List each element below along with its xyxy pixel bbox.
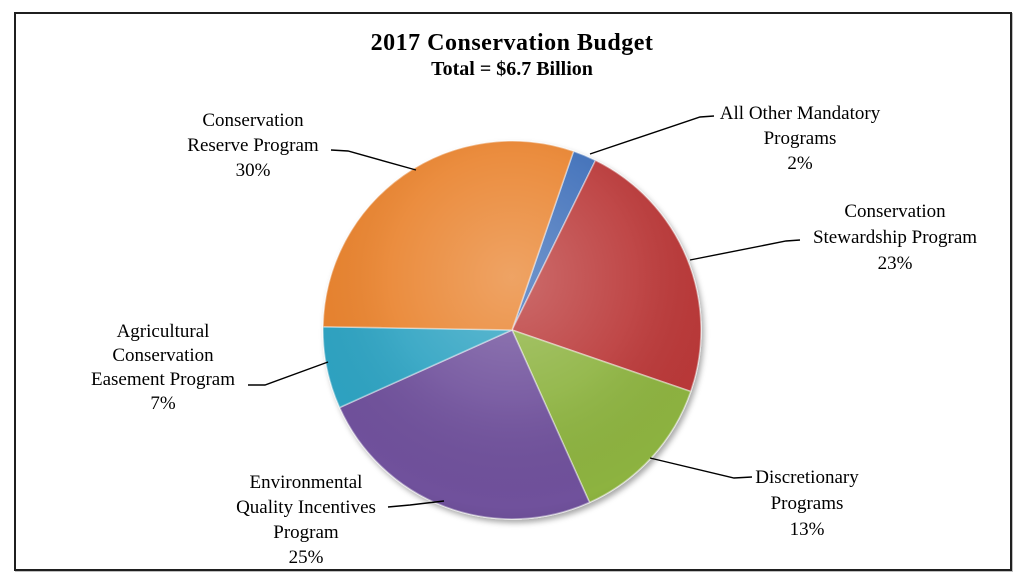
slice-label-line: Reserve Program	[187, 135, 319, 156]
leader-lines	[248, 115, 801, 508]
slice-label-line: Program	[273, 522, 339, 543]
leader-line-agricultural-conservation-easement-program	[248, 361, 329, 386]
slice-label-line: All Other Mandatory	[719, 103, 881, 124]
slice-label-line: Easement Program	[90, 369, 236, 390]
slice-label-line: Discretionary	[755, 467, 859, 488]
leader-line-discretionary-programs	[649, 457, 753, 479]
slice-label-conservation-reserve-program: Conservation Reserve Program 30%	[133, 108, 373, 183]
slice-label-line: Conservation	[112, 345, 214, 366]
leader-line-environmental-quality-incentives-program	[387, 500, 445, 508]
slice-label-line: Conservation	[202, 110, 304, 131]
slice-label-line: Environmental	[249, 472, 363, 493]
slice-label-all-other-mandatory-programs: All Other Mandatory Programs 2%	[680, 101, 920, 176]
chart-subtitle: Total = $6.7 Billion	[431, 58, 593, 80]
slice-label-discretionary-programs: Discretionary Programs 13%	[697, 465, 917, 543]
slice-label-environmental-quality-incentives-program: Environmental Quality Incentives Program 25…	[181, 470, 431, 570]
slice-label-line: 23%	[877, 253, 913, 274]
slice-label-line: Stewardship Program	[812, 227, 978, 248]
leader-line-conservation-reserve-program	[330, 149, 417, 171]
slice-label-line: Quality Incentives	[236, 497, 376, 518]
pie-slices	[322, 140, 702, 520]
leader-line-conservation-stewardship-program	[689, 239, 801, 261]
leader-line-all-other-mandatory-programs	[589, 115, 715, 155]
slice-label-line: Programs	[770, 493, 844, 514]
slice-label-line: 7%	[150, 393, 176, 414]
slice-label-line: 13%	[789, 519, 825, 540]
slice-label-conservation-stewardship-program: Conservation Stewardship Program 23%	[775, 199, 1015, 277]
slice-label-line: 2%	[787, 153, 813, 174]
slice-label-line: Agricultural	[116, 321, 210, 342]
slice-label-agricultural-conservation-easement-program: Agricultural Conservation Easement Program…	[53, 320, 273, 416]
slice-label-line: 25%	[288, 547, 324, 568]
slice-label-line: Conservation	[844, 201, 946, 222]
slice-label-line: 30%	[235, 160, 271, 181]
slice-label-line: Programs	[763, 128, 837, 149]
chart-title: 2017 Conservation Budget	[370, 30, 654, 56]
